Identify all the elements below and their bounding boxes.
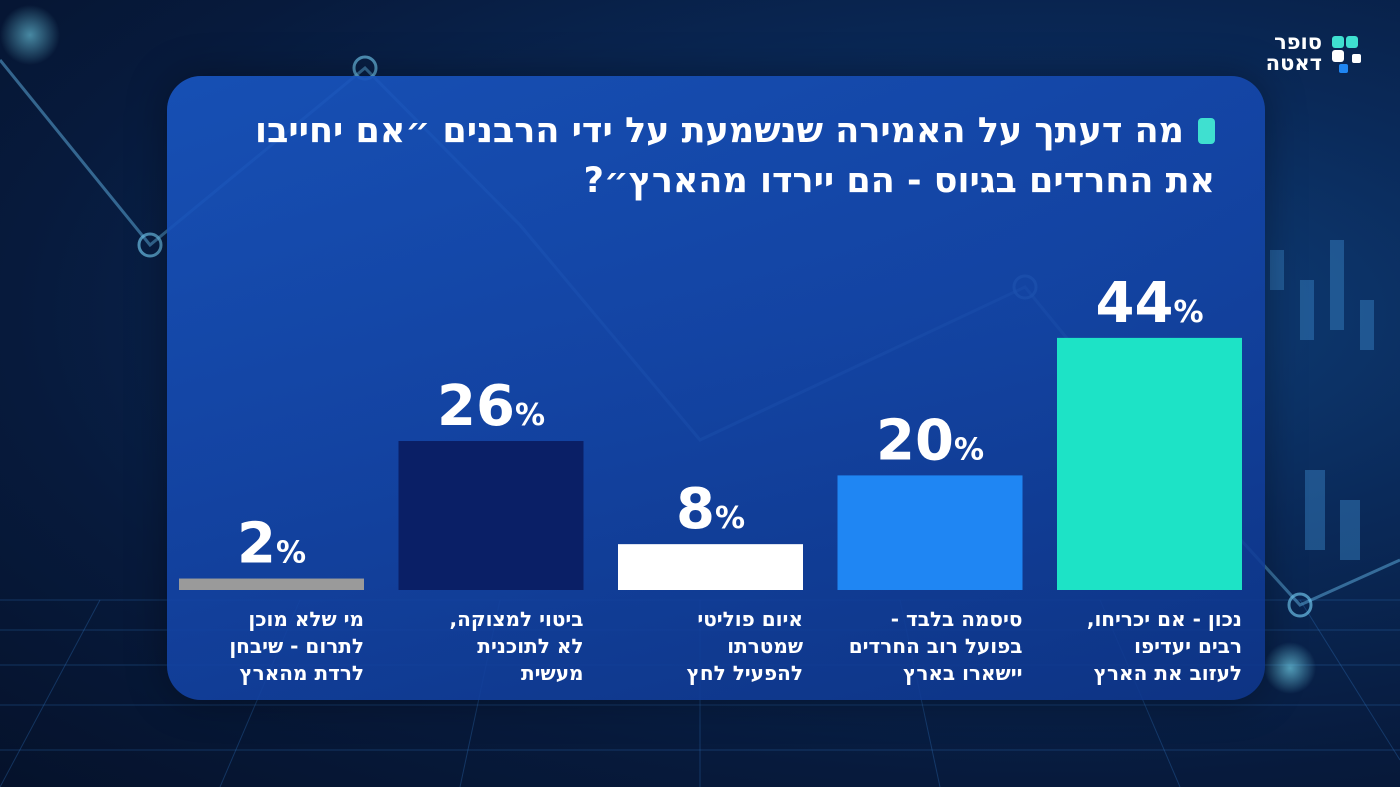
title-bullet-icon (1198, 118, 1215, 144)
logo-mark-icon (1330, 32, 1372, 74)
brand-logo: סופר דאטה (1232, 28, 1372, 78)
value-label-3: 8% (676, 477, 745, 542)
bar-1 (1057, 337, 1242, 590)
category-label-5: מי שלא מוכן לתרום - שיבחן לרדת מהארץ (229, 607, 364, 685)
category-label-3: איום פוליטי שמטרתו להפעיל לחץ (687, 607, 803, 685)
value-label-5: 2% (237, 512, 306, 577)
brand-name: סופר דאטה (1265, 30, 1322, 75)
bar-chart: 44% נכון - אם יכריחו, רבים יעדיפו לעזוב את … (179, 271, 1242, 685)
bar-3 (618, 544, 803, 590)
chart-panel: מה דעתך על האמירה שנשמעת על ידי הרבנים ״… (167, 76, 1265, 700)
chart-title-text: מה דעתך על האמירה שנשמעת על ידי הרבנים ״… (255, 111, 1215, 201)
bar-5 (179, 578, 364, 590)
bar-2 (837, 475, 1023, 590)
chart-title: מה דעתך על האמירה שנשמעת על ידי הרבנים ״… (215, 106, 1215, 206)
category-label-1: נכון - אם יכריחו, רבים יעדיפו לעזוב את האר… (1087, 607, 1242, 685)
category-label-4: ביטוי למצוקה, לא לתוכנית מעשית (450, 607, 584, 685)
value-label-2: 20% (876, 408, 984, 473)
bar-4 (398, 441, 584, 590)
value-label-4: 26% (437, 374, 545, 439)
category-label-2: סיסמה בלבד -בפועל רוב החרדים יישארו בארץ (849, 607, 1023, 685)
value-label-1: 44% (1096, 271, 1204, 336)
